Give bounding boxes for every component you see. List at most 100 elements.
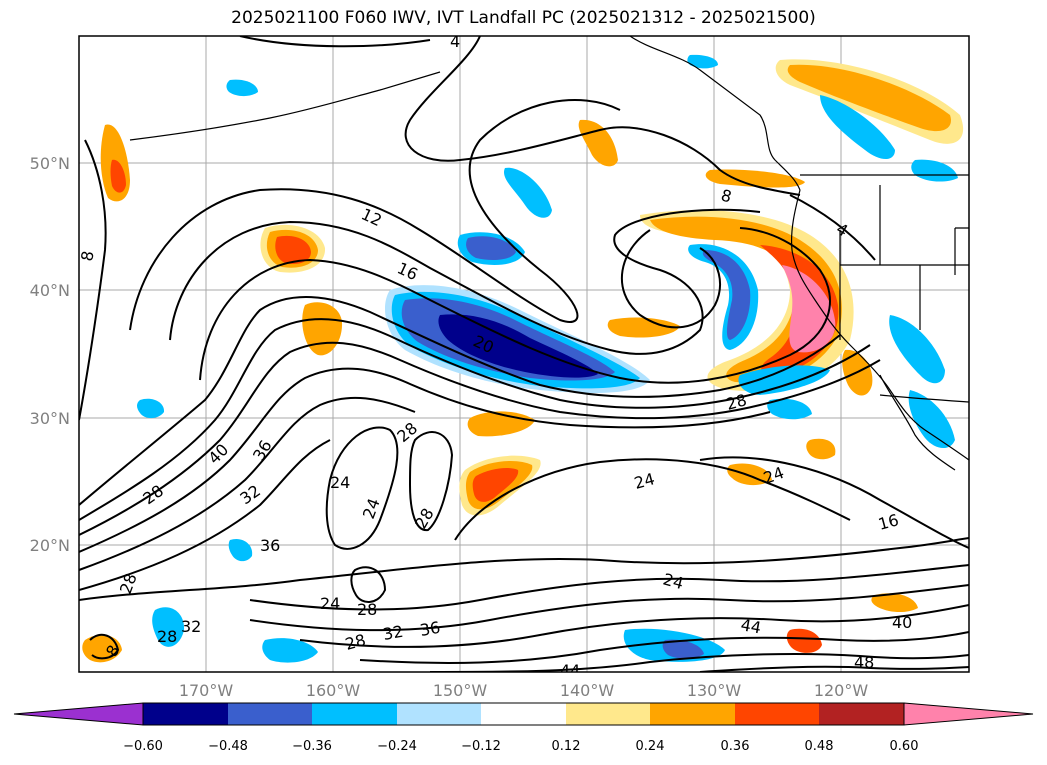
contour-label: 24: [330, 473, 350, 492]
contour-label: 4: [450, 32, 460, 51]
shading-pos-subtrop-1-red: [472, 468, 519, 502]
lat-label-20n: 20°N: [30, 536, 70, 555]
map-frame: [78, 35, 970, 673]
contour-label: 36: [260, 536, 280, 555]
contour-label: 16: [876, 510, 901, 534]
contour-4-east: [789, 194, 876, 261]
colorbar-segment: [397, 703, 481, 725]
colorbar-tick-label: −0.24: [377, 739, 417, 754]
colorbar-frame: [142, 702, 905, 726]
contour-lines: [79, 36, 969, 672]
border-state-5: [954, 227, 969, 275]
shading-pos-sw-3: [806, 438, 836, 460]
shading-pos-gulf-alaska-orange: [787, 64, 951, 132]
shading-pos-subtrop-3: [607, 317, 680, 338]
contour-20: [199, 227, 831, 384]
contour-12: [129, 99, 621, 331]
contour-28-b: [79, 367, 771, 553]
lon-label-150w: 150°W: [433, 681, 488, 700]
colorbar-segment: [566, 703, 650, 725]
lat-label-30n: 30°N: [30, 409, 70, 428]
colorbar-segment: [143, 703, 228, 725]
colorbar-tick-label: 0.48: [805, 739, 834, 754]
shading-neg-north-2: [504, 167, 552, 218]
colorbar-tick-label: 0.36: [721, 739, 750, 754]
shading-neg-mid-2: [228, 538, 253, 562]
contour-southwest-small: [89, 633, 120, 660]
shading-neg-circle-blue: [702, 250, 751, 340]
shading-pos-landfall-pink: [782, 265, 836, 353]
contour-label: 44: [560, 661, 580, 680]
lon-label-160w: 160°W: [306, 681, 361, 700]
contour-24-south: [79, 537, 969, 601]
shading-neg-sw: [152, 607, 185, 647]
lon-label-140w: 140°W: [560, 681, 615, 700]
contour-28-middle: [408, 431, 454, 532]
contour-label: 24: [632, 469, 657, 493]
contour-label: 28: [343, 630, 368, 654]
colorbar: −0.60 −0.48 −0.36 −0.24 −0.12 0.12 0.24 …: [13, 702, 1034, 754]
shading-neg-south-1-blue: [662, 639, 704, 659]
lon-label-120w: 120°W: [814, 681, 869, 700]
colorbar-extend-low: [13, 702, 144, 726]
latitude-labels: 50°N 40°N 30°N 20°N: [30, 154, 70, 555]
map-plot: 12 16 8 20 8 4 4 28 28 40 36 32 28 24 24…: [77, 32, 970, 680]
contour-label: 48: [854, 653, 874, 672]
shading-pos-dateline-red: [110, 159, 126, 193]
shading-neg-north-1-blue: [466, 236, 516, 260]
lat-label-50n: 50°N: [30, 154, 70, 173]
shading-neg-jet-navy: [438, 314, 598, 378]
lon-label-170w: 170°W: [179, 681, 234, 700]
contour-label: 28: [157, 627, 177, 646]
contour-40-south: [359, 631, 969, 664]
contour-label: 8: [77, 249, 97, 262]
shading-neg-mid-1: [767, 398, 812, 420]
shading-pos-west-pac-red: [275, 235, 311, 264]
lon-label-130w: 130°W: [687, 681, 742, 700]
coastline-alaska: [629, 36, 801, 191]
contour-28-small: [350, 566, 387, 603]
colorbar-tick-label: −0.12: [461, 739, 501, 754]
contour-label: 40: [892, 613, 912, 632]
shading-pos-bering: [578, 119, 618, 167]
contour-label: 28: [724, 390, 749, 414]
shading-neg-bering-1: [226, 79, 258, 97]
coastlines: [129, 36, 969, 471]
contour-24-b: [79, 318, 871, 521]
colorbar-tick-label: −0.36: [292, 739, 332, 754]
shading-neg-coast-2: [889, 315, 945, 384]
contour-28-south: [249, 564, 969, 611]
shading-neg-gulf-2: [911, 159, 958, 182]
contour-8-north: [404, 36, 801, 196]
contour-28-a: [79, 341, 881, 536]
map-title: 2025021100 F060 IWV, IVT Landfall PC (20…: [231, 8, 816, 28]
contour-44-south: [429, 653, 969, 672]
contour-label: 8: [719, 186, 734, 207]
colorbar-segment: [735, 703, 819, 725]
colorbar-tick-label: 0.12: [552, 739, 581, 754]
colorbar-segment: [819, 703, 904, 725]
coastline-baja: [879, 374, 956, 471]
shading-pos-south-1: [786, 628, 822, 653]
contour-8-northwest: [79, 139, 107, 421]
lat-label-40n: 40°N: [30, 281, 70, 300]
contour-32-south: [249, 584, 969, 632]
shading-neg-south-2: [262, 638, 318, 663]
contour-24-middle: [325, 426, 399, 550]
contour-24-right: [454, 458, 851, 541]
colorbar-extend-high: [903, 702, 1034, 726]
contour-36-south: [299, 604, 969, 648]
contour-label: 32: [381, 622, 404, 644]
contour-36: [79, 439, 331, 591]
contour-4-north: [239, 36, 431, 48]
contour-16: [169, 208, 761, 355]
aleutian-islands: [129, 71, 441, 141]
contour-label: 28: [357, 600, 377, 619]
colorbar-tick-label: −0.48: [208, 739, 248, 754]
colorbar-tick-labels: −0.60 −0.48 −0.36 −0.24 −0.12 0.12 0.24 …: [123, 739, 918, 754]
contour-label: 24: [661, 570, 686, 594]
border-us-mexico: [879, 394, 969, 403]
colorbar-segment: [650, 703, 735, 725]
contour-label: 44: [739, 615, 762, 637]
